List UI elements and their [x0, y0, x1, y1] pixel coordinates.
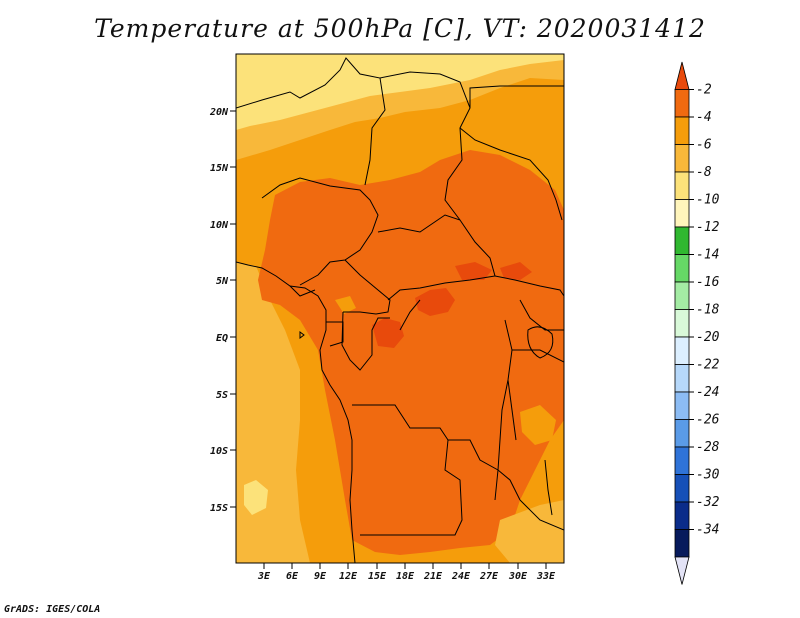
colorbar-label: -10 — [696, 193, 720, 208]
colorbar-label: -6 — [696, 138, 712, 153]
lon-label-18e: 18E — [396, 571, 415, 582]
colorbar-label: -28 — [696, 440, 720, 455]
border-uganda-kenya — [519, 299, 564, 331]
field-hot-spot-2 — [372, 318, 404, 348]
border-tanzania — [512, 349, 564, 363]
border-libya-egypt — [469, 85, 564, 108]
lat-label-10s: 10S — [210, 446, 228, 457]
colorbar-swatch — [674, 226, 690, 255]
coastline-west-africa — [236, 261, 356, 563]
colorbar-swatch — [674, 364, 690, 393]
border-nigeria — [261, 177, 379, 286]
field-warm-core — [258, 150, 564, 555]
coast-cameroon-bay — [289, 285, 316, 297]
country-boundaries — [236, 57, 564, 563]
colorbar-top-arrow — [674, 61, 690, 90]
lon-label-9e: 9E — [314, 571, 327, 582]
chart-title: Temperature at 500hPa [C], VT: 202003141… — [94, 14, 706, 43]
colorbar-swatch — [674, 199, 690, 228]
border-zambia — [448, 439, 521, 501]
colorbar-swatch — [674, 501, 690, 530]
lat-label-15n: 15N — [210, 163, 229, 174]
lon-axis: 3E 6E 9E 12E 15E 18E 21E 24E 27E 30E 33E — [257, 563, 556, 582]
colorbar-label: -20 — [696, 330, 720, 345]
border-niger-chad — [379, 71, 471, 221]
border-sahara-north — [236, 57, 386, 186]
lon-label-3e: 3E — [257, 571, 271, 582]
colorbar-swatch — [674, 529, 690, 558]
border-congo — [341, 311, 390, 371]
lon-label-6e: 6E — [286, 571, 299, 582]
lon-label-21e: 21E — [423, 571, 443, 582]
colorbar-label: -4 — [696, 110, 712, 125]
colorbar-swatch — [674, 309, 690, 338]
lat-label-5s: 5S — [216, 390, 228, 401]
field-cool-patch-1 — [244, 480, 268, 515]
footer-credit: GrADS: IGES/COLA — [4, 604, 101, 615]
colorbar-swatch — [674, 144, 690, 173]
colorbar-label: -2 — [696, 83, 712, 98]
lat-label-5n: 5N — [216, 276, 229, 287]
colorbar-label: -24 — [696, 385, 719, 400]
lake-malawi — [544, 459, 553, 516]
lat-label-15s: 15S — [210, 503, 228, 514]
lat-axis: 20N 15N 10N 5N EQ 5S 10S 15S — [209, 107, 236, 514]
lat-label-eq: EQ — [216, 333, 228, 344]
map-frame — [235, 53, 565, 564]
lon-label-33e: 33E — [536, 571, 556, 582]
border-mozambique — [519, 499, 564, 531]
lake-victoria — [527, 326, 554, 359]
colorbar-swatch — [674, 254, 690, 283]
lon-label-27e: 27E — [479, 571, 499, 582]
colorbar-swatch — [674, 419, 690, 448]
temperature-field — [236, 54, 564, 563]
colorbar-label: -12 — [696, 220, 720, 235]
lon-label-30e: 30E — [508, 571, 528, 582]
colorbar-label: -14 — [696, 248, 719, 263]
border-cameroon — [343, 259, 391, 315]
field-hot-spot-4 — [500, 262, 532, 280]
colorbar-label: -22 — [696, 358, 720, 373]
field-cool-patch-3 — [335, 296, 356, 314]
field-hot-spot-3 — [455, 262, 492, 280]
colorbar-swatch — [674, 171, 690, 200]
colorbar: -2 -4 -6 -8 -10 -12 -14 -16 -18 -20 -22 -24 -26 -28 -3… — [674, 61, 720, 585]
border-sudan — [459, 127, 563, 221]
field-cool-patch-4 — [495, 500, 564, 563]
border-car — [377, 214, 496, 301]
lat-label-20n: 20N — [209, 107, 229, 118]
lat-label-10n: 10N — [210, 220, 229, 231]
border-gabon — [326, 321, 344, 347]
lon-label-12e: 12E — [339, 571, 358, 582]
colorbar-label: -16 — [696, 275, 720, 290]
lon-label-15e: 15E — [368, 571, 387, 582]
colorbar-swatch — [674, 89, 690, 118]
colorbar-label: -26 — [696, 413, 720, 428]
colorbar-swatch — [674, 446, 690, 475]
colorbar-swatch — [674, 336, 690, 365]
field-hot-spot-1 — [415, 288, 455, 316]
border-angola — [352, 404, 463, 536]
lon-label-24e: 24E — [451, 571, 471, 582]
colorbar-bottom-arrow — [674, 556, 690, 585]
field-cool-patch-2 — [520, 405, 556, 445]
colorbar-label: -18 — [696, 303, 720, 318]
lake-tanganyika — [507, 379, 517, 441]
colorbar-label: -8 — [696, 165, 712, 180]
colorbar-label: -32 — [696, 495, 720, 510]
border-south-sudan — [494, 275, 564, 297]
colorbar-label: -34 — [696, 523, 719, 538]
field-band-minus8 — [236, 54, 564, 130]
gulf-guinea-island — [299, 331, 305, 339]
colorbar-swatch — [674, 474, 690, 503]
colorbar-label: -30 — [696, 468, 720, 483]
border-drc-north — [399, 299, 421, 331]
colorbar-swatch — [674, 116, 690, 145]
colorbar-swatch — [674, 281, 690, 310]
colorbar-swatch — [674, 391, 690, 420]
